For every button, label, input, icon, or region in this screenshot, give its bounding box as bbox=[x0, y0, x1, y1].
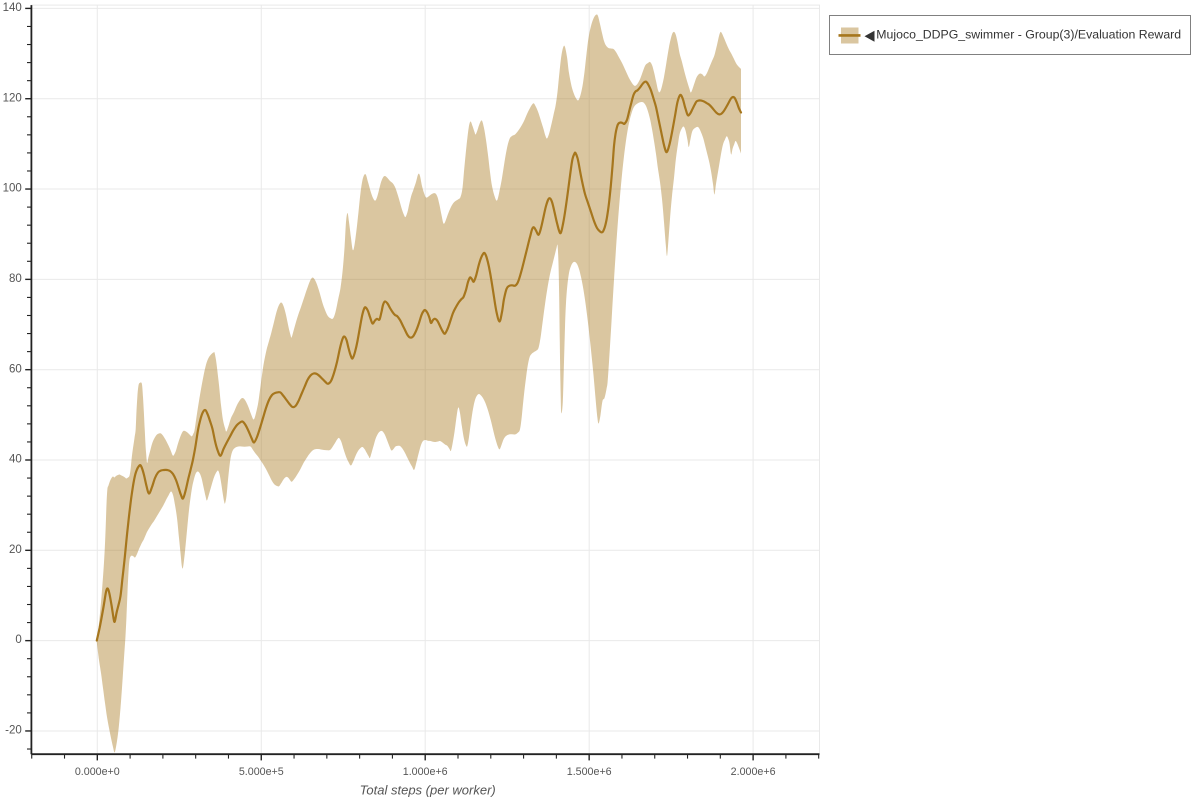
svg-text:0: 0 bbox=[15, 634, 21, 646]
svg-text:80: 80 bbox=[9, 273, 22, 285]
svg-text:140: 140 bbox=[3, 2, 22, 14]
svg-text:Total steps (per worker): Total steps (per worker) bbox=[360, 783, 496, 798]
svg-text:60: 60 bbox=[9, 363, 22, 375]
svg-text:120: 120 bbox=[3, 92, 22, 104]
svg-text:1.000e+6: 1.000e+6 bbox=[403, 766, 448, 778]
svg-text:100: 100 bbox=[3, 183, 22, 195]
svg-text:Mujoco_DDPG_swimmer - Group(3): Mujoco_DDPG_swimmer - Group(3)/Evaluatio… bbox=[876, 28, 1181, 42]
svg-text:5.000e+5: 5.000e+5 bbox=[239, 766, 284, 778]
svg-text:40: 40 bbox=[9, 454, 22, 466]
svg-text:0.000e+0: 0.000e+0 bbox=[75, 766, 120, 778]
svg-text:20: 20 bbox=[9, 544, 22, 556]
svg-text:2.000e+6: 2.000e+6 bbox=[731, 766, 776, 778]
svg-text:-20: -20 bbox=[5, 725, 22, 737]
svg-text:1.500e+6: 1.500e+6 bbox=[567, 766, 612, 778]
